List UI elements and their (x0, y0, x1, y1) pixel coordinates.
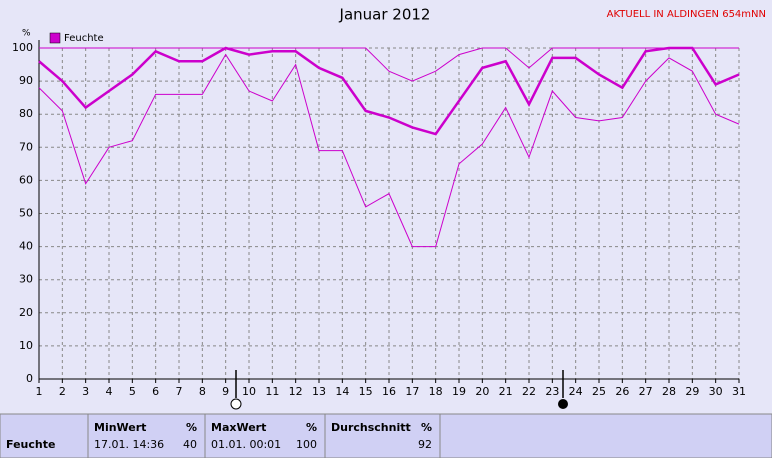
y-axis-label: % (22, 29, 31, 39)
series-line (38, 46, 740, 136)
y-tick-label: 20 (19, 306, 33, 319)
column-title: MaxWert (211, 421, 266, 434)
series-line (38, 53, 740, 248)
chart-title: Januar 2012 (339, 6, 431, 24)
y-tick-label: 50 (19, 207, 33, 220)
x-tick-label: 7 (176, 385, 183, 398)
x-tick-label: 28 (662, 385, 676, 398)
column-title: Durchschnitt (331, 421, 411, 434)
x-tick-label: 9 (222, 385, 229, 398)
x-tick-label: 3 (82, 385, 89, 398)
x-tick-label: 24 (569, 385, 583, 398)
column-unit: % (306, 421, 317, 434)
table-cell (324, 413, 441, 458)
stat-time: 17.01. 14:36 (94, 438, 164, 451)
x-tick-label: 8 (199, 385, 206, 398)
x-tick-label: 17 (405, 385, 419, 398)
x-tick-label: 26 (615, 385, 629, 398)
x-tick-label: 14 (335, 385, 349, 398)
row-label: Feuchte (6, 438, 55, 451)
x-tick-label: 11 (265, 385, 279, 398)
x-tick-label: 2 (59, 385, 66, 398)
y-tick-label: 10 (19, 339, 33, 352)
x-tick-label: 25 (592, 385, 606, 398)
column-unit: % (421, 421, 432, 434)
series-line (39, 47, 739, 82)
station-label: AKTUELL IN ALDINGEN 654mNN (607, 9, 766, 20)
new-moon-icon (558, 399, 568, 409)
legend-swatch (49, 32, 61, 44)
y-tick-label: 60 (19, 173, 33, 186)
stat-value: 40 (183, 438, 197, 451)
stat-time: 01.01. 00:01 (211, 438, 281, 451)
x-tick-label: 10 (242, 385, 256, 398)
y-tick-label: 80 (19, 107, 33, 120)
x-tick-label: 29 (685, 385, 699, 398)
x-tick-label: 30 (709, 385, 723, 398)
stat-value: 100 (296, 438, 317, 451)
legend-label: Feuchte (64, 33, 104, 44)
x-tick-label: 4 (106, 385, 113, 398)
stat-value: 92 (418, 438, 432, 451)
full-moon-icon (230, 398, 242, 410)
x-tick-label: 23 (545, 385, 559, 398)
x-tick-label: 13 (312, 385, 326, 398)
x-tick-label: 1 (36, 385, 43, 398)
x-tick-label: 22 (522, 385, 536, 398)
y-tick-label: 40 (19, 240, 33, 253)
column-unit: % (186, 421, 197, 434)
x-tick-label: 19 (452, 385, 466, 398)
x-tick-label: 20 (475, 385, 489, 398)
x-tick-label: 21 (499, 385, 513, 398)
x-tick-label: 27 (639, 385, 653, 398)
x-tick-label: 31 (732, 385, 746, 398)
y-tick-label: 100 (12, 41, 33, 54)
y-tick-label: 0 (26, 372, 33, 385)
y-tick-label: 30 (19, 273, 33, 286)
x-tick-label: 6 (152, 385, 159, 398)
y-tick-label: 90 (19, 74, 33, 87)
y-tick-label: 70 (19, 140, 33, 153)
x-tick-label: 5 (129, 385, 136, 398)
x-tick-label: 16 (382, 385, 396, 398)
x-tick-label: 12 (289, 385, 303, 398)
x-tick-label: 18 (429, 385, 443, 398)
column-title: MinWert (94, 421, 146, 434)
x-tick-label: 15 (359, 385, 373, 398)
